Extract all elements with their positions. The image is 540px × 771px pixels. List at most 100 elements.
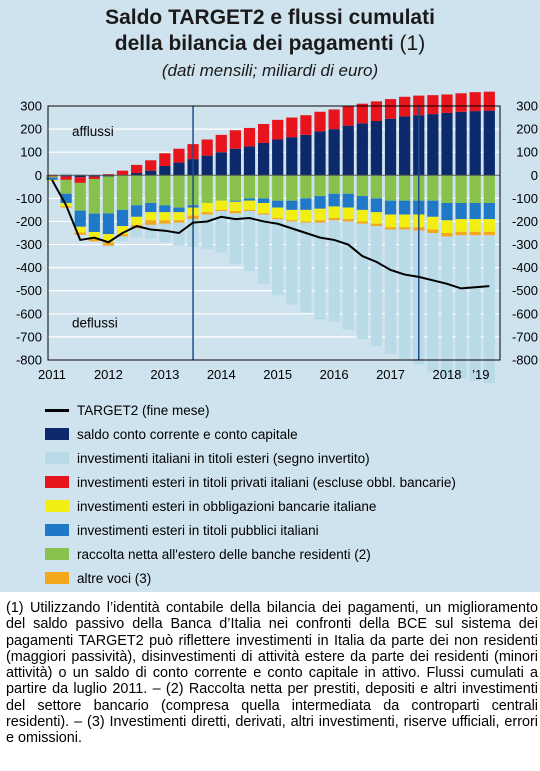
bar-segment-foreign_bank_bonds [229,201,241,212]
bar-segment-other_items [215,209,227,212]
bar-segment-foreign_bank_bonds [116,226,129,235]
y-tick-label-left: -700 [16,329,42,344]
bar-segment-bank_net_funding [272,175,284,201]
bar-segment-foreign_private_securities [441,94,453,113]
bar-segment-bank_net_funding [243,175,256,199]
bar-segment-bank_net_funding [257,175,270,199]
legend-label: investimenti italiani in titoli esteri (… [77,450,370,466]
bar-segment-other_items [328,217,340,221]
bar-segment-foreign_private_securities [243,127,256,147]
chart-title: Saldo TARGET2 e flussi cumulati [105,6,435,29]
bar-segment-foreign_public_securities [257,198,270,203]
bar-segment-foreign_public_securities [131,205,143,217]
bar-segment-other_items [399,227,411,230]
bar-segment-foreign_public_securities [441,202,453,221]
bar-segment-other_items [483,231,495,236]
x-tick-label: 2018 [433,367,462,382]
legend-item: TARGET2 (fine mese) [45,398,525,422]
bar-segment-bank_net_funding [314,175,326,197]
legend-swatch [45,548,69,560]
bar-segment-italian_foreign_securities [145,224,157,239]
bar-segment-italian_foreign_securities [229,213,241,265]
bar-segment-bank_net_funding [399,175,411,201]
bar-segment-other_items [173,220,185,223]
bar-segment-foreign_private_securities [116,170,129,176]
x-tick-label: 2013 [150,367,179,382]
bar-segment-italian_foreign_securities [272,219,284,296]
bar-segment-foreign_private_securities [257,124,270,143]
bar-segment-bank_net_funding [116,175,129,210]
bar-segment-italian_foreign_securities [74,174,86,176]
legend-label: investimenti esteri in obbligazioni banc… [77,498,377,514]
bar-segment-foreign_public_securities [300,198,312,210]
bar-segment-foreign_private_securities [229,130,241,149]
chart-subtitle: (dati mensili; miliardi di euro) [161,61,379,80]
bar-segment-foreign_public_securities [384,200,397,215]
bar-segment-other_items [243,209,256,212]
bar-segment-other_items [88,239,100,242]
bar-segment-foreign_bank_bonds [74,226,86,233]
bar-segment-other_items [257,213,270,215]
bar-segment-italian_foreign_securities [399,229,411,359]
bar-segment-foreign_public_securities [102,213,115,235]
bar-segment-foreign_private_securities [469,92,481,112]
bar-segment-bank_net_funding [328,175,340,194]
legend-swatch [45,500,69,512]
legend-swatch [45,524,69,536]
legend-item: investimenti esteri in titoli pubblici i… [45,518,525,542]
bar-segment-current_account [215,152,227,176]
y-tick-label-left: -600 [16,306,42,321]
bar-segment-foreign_private_securities [314,111,326,132]
bar-segment-foreign_bank_bonds [88,232,100,240]
bar-segment-italian_foreign_securities [441,236,453,378]
legend-swatch [45,428,69,440]
bar-segment-bank_net_funding [145,175,157,203]
bar-segment-foreign_bank_bonds [131,216,143,225]
bar-segment-current_account [469,111,481,176]
y-tick-label-left: -500 [16,283,42,298]
x-tick-label: ’19 [472,367,489,382]
bar-segment-foreign_public_securities [399,200,411,215]
bar-segment-italian_foreign_securities [469,235,481,381]
bar-segment-other_items [427,229,439,233]
bar-segment-bank_net_funding [215,175,227,201]
legend-swatch [45,408,69,412]
bar-segment-other_items [384,227,397,230]
bar-segment-foreign_private_securities [455,93,467,112]
y-tick-label-left: 0 [35,168,42,183]
bar-segment-foreign_public_securities [74,210,86,227]
bar-segment-current_account [243,146,256,176]
bar-segment-italian_foreign_securities [131,228,143,238]
bar-segment-bank_net_funding [427,175,439,201]
bar-segment-current_account [483,110,495,176]
bar-segment-italian_foreign_securities [159,223,171,243]
bar-segment-foreign_public_securities [229,200,241,202]
bar-segment-foreign_public_securities [342,193,354,208]
bar-segment-bank_net_funding [356,175,368,197]
bar-segment-other_items [300,221,312,223]
bar-segment-bank_net_funding [159,175,171,206]
bar-segment-current_account [399,116,411,176]
bar-segment-foreign_bank_bonds [257,202,270,214]
y-tick-label-left: -100 [16,191,42,206]
legend-swatch [45,572,69,584]
bar-segment-foreign_private_securities [342,106,354,126]
bar-segment-italian_foreign_securities [46,174,58,176]
bar-segment-italian_foreign_securities [201,214,213,250]
bar-segment-other_items [342,219,354,222]
bar-segment-current_account [257,142,270,176]
bar-segment-italian_foreign_securities [215,211,227,253]
chart-panel: Saldo TARGET2 e flussi cumulati della bi… [0,0,540,592]
bar-segment-foreign_private_securities [159,153,171,167]
y-tick-label-right: 100 [516,145,538,160]
bar-segment-other_items [201,212,213,215]
bar-segment-bank_net_funding [370,175,383,199]
bar-segment-foreign_bank_bonds [384,214,397,228]
bar-segment-foreign_bank_bonds [483,219,495,232]
legend-label: saldo conto corrente e conto capitale [77,426,298,442]
bar-segment-italian_foreign_securities [314,222,326,320]
bar-segment-bank_net_funding [60,179,72,194]
chart-title-line2: della bilancia dei pagamenti (1) [0,32,540,56]
bar-segment-other_items [441,233,453,237]
legend-label: raccolta netta all'estero delle banche r… [77,546,371,562]
